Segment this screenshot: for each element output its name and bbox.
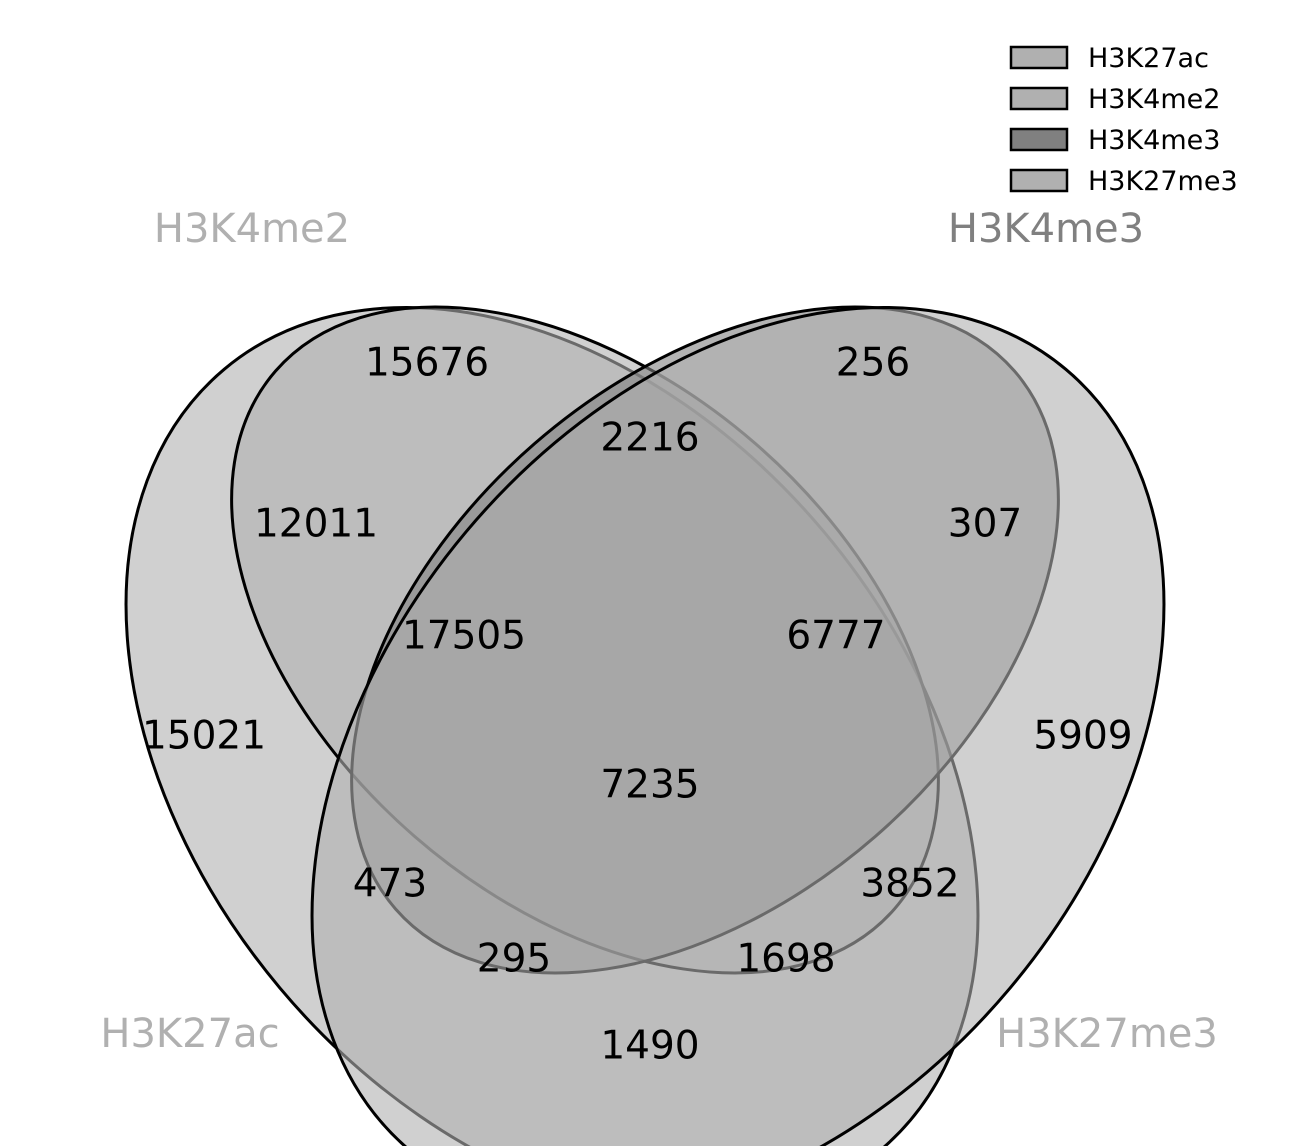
legend-swatch-h3k27ac (1009, 45, 1069, 70)
legend-swatch-h3k27me3 (1009, 168, 1069, 193)
legend-item-h3k27me3: H3K27me3 (1009, 166, 1238, 197)
legend-label-h3k4me2: H3K4me2 (1088, 84, 1220, 115)
count-h3k27me3-only: 5909 (1033, 714, 1132, 759)
region-counts: 15676 256 2216 12011 307 17505 6777 1502… (142, 341, 1133, 1069)
count-h3k4me2-h3k4me3-h3k27me3: 6777 (786, 614, 885, 659)
count-all-four: 7235 (600, 763, 699, 808)
legend-label-h3k4me3: H3K4me3 (1088, 125, 1220, 156)
legend-item-h3k4me2: H3K4me2 (1009, 84, 1220, 115)
count-h3k4me2-h3k4me3: 2216 (600, 416, 699, 461)
count-h3k27ac-h3k4me2-h3k4me3: 17505 (402, 614, 526, 659)
legend-swatch-h3k4me2 (1009, 86, 1069, 111)
set-shapes (124, 305, 1166, 1146)
count-h3k27ac-only: 15021 (142, 714, 266, 759)
count-h3k27ac-h3k4me3-h3k27me3: 295 (477, 937, 551, 982)
set-title-h3k4me3: H3K4me3 (948, 206, 1144, 252)
count-h3k4me3-h3k27me3: 307 (948, 502, 1022, 547)
count-h3k4me3-only: 256 (836, 341, 910, 386)
set-title-h3k4me2: H3K4me2 (154, 206, 350, 252)
count-h3k27ac-h3k4me3: 473 (353, 862, 427, 907)
set-title-h3k27ac: H3K27ac (100, 1011, 279, 1057)
count-h3k27ac-h3k27me3: 1490 (600, 1024, 699, 1069)
legend-swatch-h3k4me3 (1009, 127, 1069, 152)
ellipse-h3k27me3 (310, 306, 1166, 1146)
set-title-h3k27me3: H3K27me3 (996, 1011, 1218, 1057)
count-h3k27ac-h3k4me2: 12011 (254, 502, 378, 547)
count-h3k27ac-h3k4me2-h3k27me3: 1698 (736, 937, 835, 982)
count-h3k4me2-only: 15676 (365, 341, 489, 386)
legend-label-h3k27me3: H3K27me3 (1088, 166, 1238, 197)
legend: H3K27ac H3K4me2 H3K4me3 H3K27me3 (1009, 43, 1238, 197)
legend-item-h3k27ac: H3K27ac (1009, 43, 1209, 74)
set-titles: H3K4me2 H3K4me3 H3K27ac H3K27me3 (100, 206, 1217, 1057)
legend-item-h3k4me3: H3K4me3 (1009, 125, 1220, 156)
count-h3k4me2-h3k27me3: 3852 (860, 862, 959, 907)
legend-label-h3k27ac: H3K27ac (1088, 43, 1209, 74)
